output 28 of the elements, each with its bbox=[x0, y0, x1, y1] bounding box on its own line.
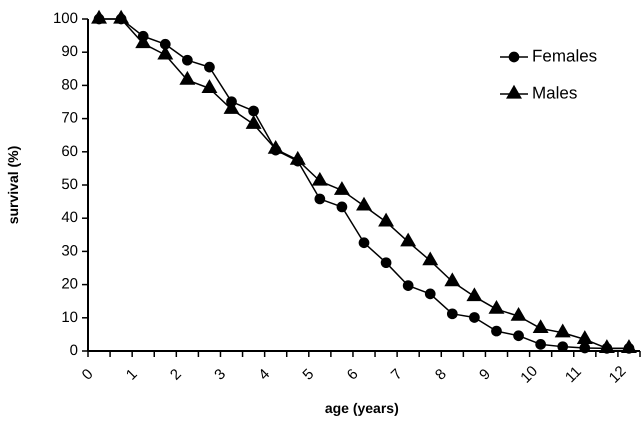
legend-label: Females bbox=[532, 46, 598, 66]
y-tick-label: 100 bbox=[52, 10, 78, 27]
y-tick-label: 80 bbox=[61, 76, 78, 94]
legend-label: Males bbox=[532, 83, 578, 102]
y-tick-label: 10 bbox=[61, 308, 78, 326]
y-tick-label: 0 bbox=[70, 342, 78, 359]
x-tick-label: 11 bbox=[562, 363, 585, 386]
x-tick-label: 9 bbox=[476, 366, 494, 384]
x-tick-label: 1 bbox=[122, 366, 141, 384]
x-tick-label: 7 bbox=[388, 366, 406, 384]
x-axis-title: age (years) bbox=[324, 400, 399, 416]
x-tick-label: 10 bbox=[517, 362, 542, 387]
y-tick-label: 50 bbox=[61, 176, 78, 193]
x-tick-label: 5 bbox=[299, 366, 318, 384]
y-tick-label: 90 bbox=[61, 43, 78, 60]
x-tick-label: 12 bbox=[606, 362, 630, 387]
y-tick-label: 20 bbox=[61, 276, 78, 293]
y-tick-label: 40 bbox=[61, 209, 78, 226]
x-tick-label: 6 bbox=[344, 366, 362, 384]
x-tick-label: 8 bbox=[432, 366, 450, 384]
x-tick-label: 3 bbox=[211, 366, 230, 384]
y-axis-title: survival (%) bbox=[5, 146, 21, 224]
x-tick-label: 0 bbox=[78, 366, 97, 384]
y-tick-label: 60 bbox=[61, 142, 78, 160]
y-tick-label: 70 bbox=[61, 110, 78, 127]
x-tick-label: 4 bbox=[255, 366, 274, 384]
y-tick-label: 30 bbox=[61, 242, 78, 260]
x-tick-label: 2 bbox=[166, 366, 185, 384]
